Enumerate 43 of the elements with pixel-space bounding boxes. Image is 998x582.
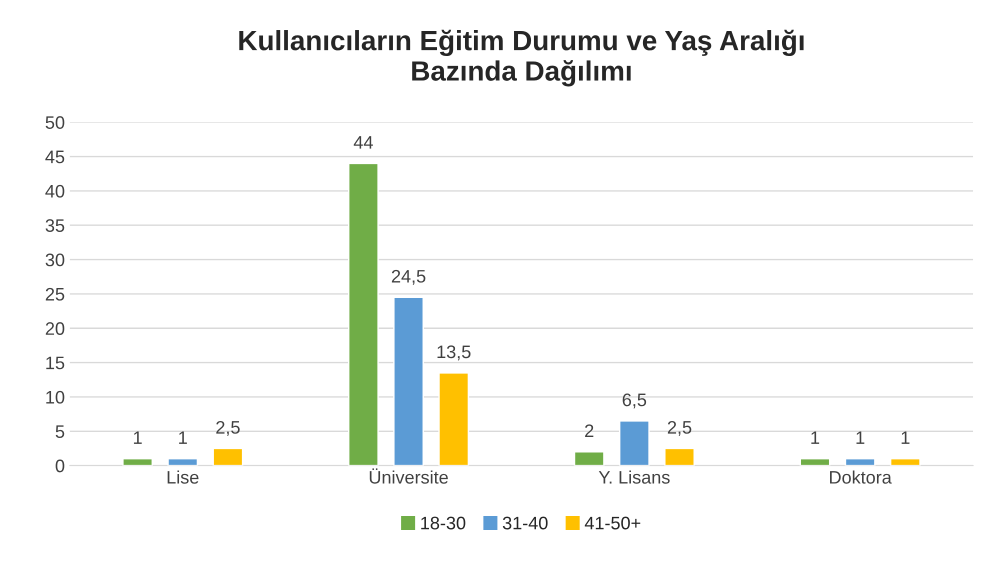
y-tick-label: 0: [56, 460, 64, 472]
data-label: 1: [134, 431, 142, 444]
data-label: 13,5: [438, 345, 471, 360]
y-tick-label: 25: [46, 288, 64, 301]
bar: [618, 420, 650, 466]
bar: [438, 372, 470, 466]
bar: [348, 162, 379, 466]
x-tick-label: Y. Lisans: [598, 470, 670, 484]
y-tick-label: 5: [56, 425, 64, 438]
bar: [844, 458, 876, 466]
data-label: 6,5: [622, 393, 646, 408]
y-tick-label: 15: [46, 356, 64, 370]
data-label: 1: [179, 431, 187, 444]
chart-title: Kullanıcıların Eğitim Durumu ve Yaş Aralığı Bazında Dağılımı: [239, 30, 804, 86]
data-label: 1: [902, 431, 910, 444]
bar: [393, 296, 424, 466]
y-tick-label: 20: [46, 322, 64, 335]
y-tick-label: 10: [46, 390, 64, 404]
bar: [122, 458, 153, 466]
bar: [664, 448, 695, 466]
y-tick-label: 50: [46, 116, 64, 129]
bar: [890, 458, 921, 466]
y-tick-label: 40: [45, 184, 64, 198]
legend-label: 41-50+: [584, 516, 640, 530]
bar: [800, 458, 830, 466]
data-label: 44: [354, 136, 373, 149]
y-tick-label: 35: [46, 219, 64, 232]
y-tick-label: 45: [45, 150, 64, 164]
data-label: 2: [585, 424, 594, 438]
y-tick-label: 30: [46, 254, 64, 266]
x-tick-label: Doktora: [830, 470, 892, 484]
legend-label: 31-40: [502, 516, 548, 530]
data-label: 1: [811, 431, 820, 444]
bar: [167, 458, 198, 466]
x-tick-label: Lise: [168, 470, 199, 484]
x-tick-label: Üniversite: [370, 468, 448, 484]
bar: [574, 451, 605, 466]
data-label: 1: [856, 431, 864, 444]
bar: [212, 448, 244, 466]
data-label: 24,5: [392, 270, 426, 285]
data-label: 2,5: [216, 420, 240, 436]
legend-label: 18-30: [421, 516, 466, 530]
data-label: 2,5: [668, 420, 692, 436]
